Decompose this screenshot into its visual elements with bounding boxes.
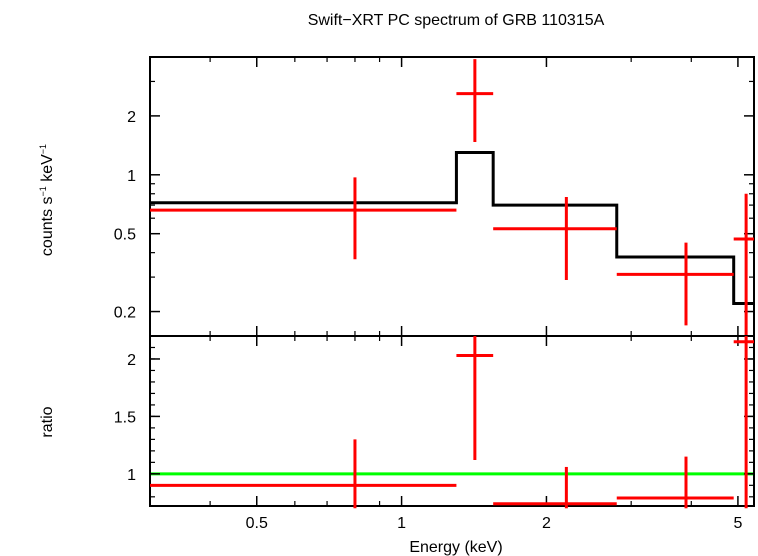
x-axis-label: Energy (keV): [409, 539, 502, 556]
ratio-data-point: [616, 456, 734, 509]
ratio-y-tick-label: 1: [127, 467, 136, 484]
spectrum-y-tick-label: 0.5: [114, 227, 136, 244]
ratio-data-point: [150, 439, 457, 509]
y-axis-label-ratio: ratio: [39, 406, 56, 437]
ratio-data-point: [493, 466, 617, 509]
x-tick-label: 1: [397, 515, 406, 532]
x-tick-label: 2: [542, 515, 551, 532]
ratio-panel: 1 1.5 2 0.5 1 2 5: [114, 335, 755, 532]
ratio-y-tick-label: 2: [127, 352, 136, 369]
model-step-line: [150, 151, 754, 305]
spectrum-plot-frame: [149, 56, 755, 337]
spectrum-y-tick-label: 0.2: [114, 305, 136, 322]
ratio-data-point: [456, 336, 494, 461]
spectrum-data-point: [150, 177, 457, 260]
ratio-data-point: [733, 336, 754, 509]
spectrum-panel: 0.2 0.5 1 2: [114, 56, 755, 337]
x-tick-label: 0.5: [246, 515, 268, 532]
spectrum-y-tick-label: 1: [127, 168, 136, 185]
chart-title: Swift−XRT PC spectrum of GRB 110315A: [308, 12, 605, 29]
spectrum-y-tick-label: 2: [127, 109, 136, 126]
ratio-y-tick-label: 1.5: [114, 409, 136, 426]
spectrum-data-point: [456, 59, 494, 143]
spectrum-data-point: [616, 242, 734, 326]
y-axis-label-spectrum: counts s−1 keV−1: [38, 144, 56, 256]
spectrum-data-point: [493, 197, 617, 280]
spectrum-data-point: [733, 193, 754, 336]
x-tick-label: 5: [733, 515, 742, 532]
ratio-plot-frame: [149, 335, 755, 507]
